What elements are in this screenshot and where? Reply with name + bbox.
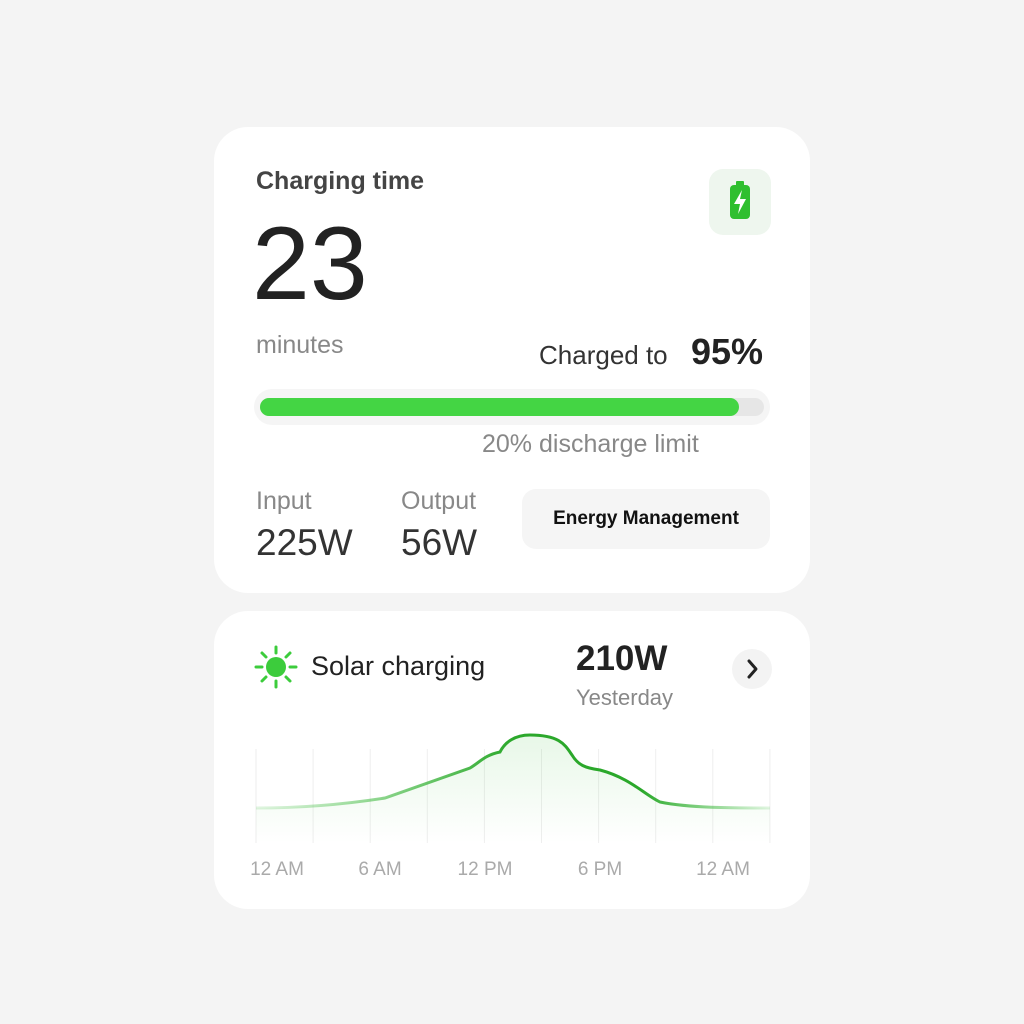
output-label: Output: [401, 487, 477, 515]
output-value: 56W: [401, 522, 478, 563]
energy-management-button[interactable]: Energy Management: [522, 489, 770, 549]
next-button[interactable]: [732, 649, 772, 689]
input-value: 225W: [256, 522, 353, 563]
x-label: 6 PM: [577, 859, 623, 880]
x-label: 12 PM: [457, 859, 513, 880]
solar-power: 210W: [576, 639, 668, 678]
battery-icon: [709, 169, 771, 235]
solar-chart: [255, 733, 771, 843]
x-label: 12 AM: [696, 859, 750, 880]
progress-fill: [260, 398, 739, 416]
chevron: [747, 659, 758, 679]
charged-label: Charged to: [539, 340, 668, 370]
x-label: 12 AM: [250, 859, 304, 880]
x-label: 6 AM: [358, 859, 402, 880]
status-card: Charging time 23 minutes Charged to 95% …: [214, 127, 810, 593]
curve-area: [256, 735, 770, 843]
input-label: Input: [256, 487, 312, 515]
discharge-limit: 20% discharge limit: [482, 430, 699, 458]
solar-period: Yesterday: [576, 685, 674, 710]
progress-track: [260, 398, 764, 416]
time-unit: minutes: [256, 331, 344, 359]
solar-title: Solar charging: [311, 651, 486, 681]
sun-icon: [254, 645, 298, 689]
solar-card: Solar charging 210W Yesterday 12 AM 6 AM 1…: [214, 611, 810, 909]
curve-line: [255, 733, 771, 810]
progress-track-outer: [254, 389, 770, 425]
time-value: 23: [252, 206, 368, 322]
battery-glyph: [730, 181, 750, 219]
card-title: Charging time: [256, 167, 425, 195]
charged-percent: 95%: [691, 331, 764, 372]
